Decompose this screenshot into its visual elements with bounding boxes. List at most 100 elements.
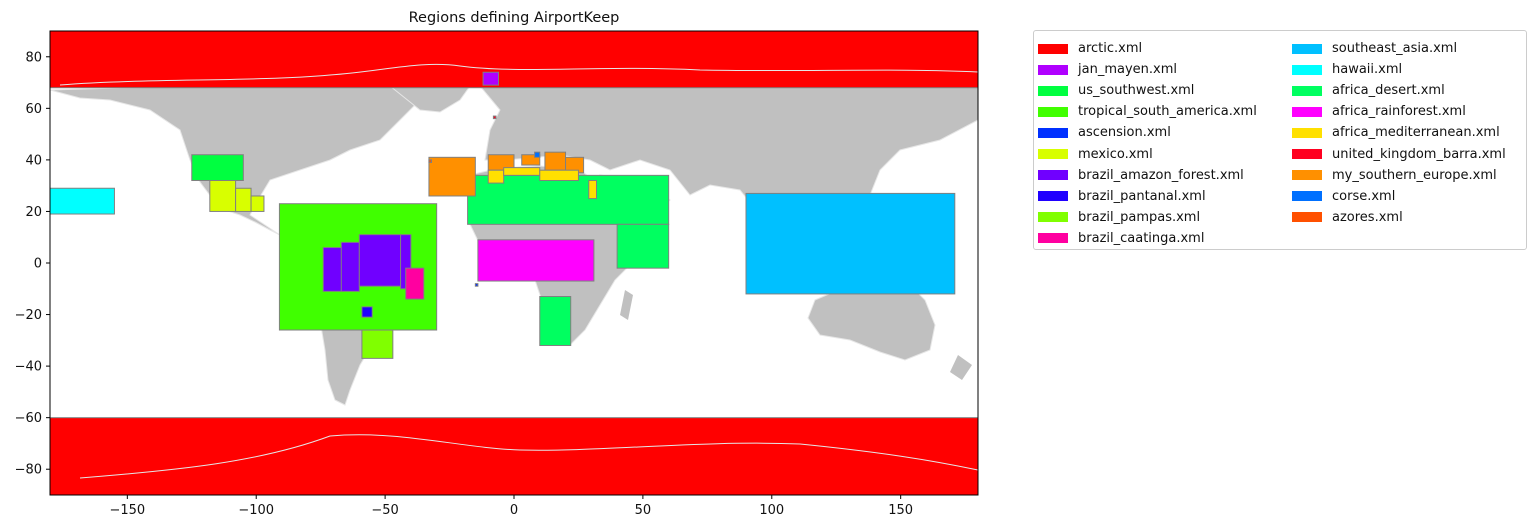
y-tick-label: 0 [34,257,42,272]
legend-swatch [1038,233,1068,244]
legend-item: united_kingdom_barra.xml [1292,144,1506,165]
y-tick-label: −80 [15,463,42,478]
legend-label: tropical_south_america.xml [1078,104,1257,120]
landmass-madagascar [620,290,633,320]
legend-label: brazil_pampas.xml [1078,209,1201,225]
legend-item: us_southwest.xml [1038,80,1194,101]
x-tick-label: −150 [109,503,145,518]
x-tick-label: 150 [888,503,913,518]
region-jan-mayen [482,71,500,86]
y-tick-label: 20 [25,205,42,220]
region-mexico [209,180,237,212]
legend-swatch [1292,64,1322,75]
legend-item: ascension.xml [1038,122,1171,143]
region-arctic [50,417,978,495]
legend-item: azores.xml [1292,207,1403,228]
x-tick-label: −100 [238,503,274,518]
legend-item: brazil_caatinga.xml [1038,228,1204,249]
x-tick-label: 0 [510,503,518,518]
legend-swatch [1292,43,1322,54]
legend-label: brazil_amazon_forest.xml [1078,167,1244,183]
legend-label: us_southwest.xml [1078,83,1195,99]
coastline-arctic [59,63,978,86]
legend-swatch [1292,149,1322,159]
legend-item: africa_mediterranean.xml [1292,122,1500,143]
legend-item: brazil_pantanal.xml [1038,186,1206,207]
y-tick-label: −40 [15,360,42,375]
legend-swatch [1038,212,1068,223]
region-my-southern-europe [544,151,567,171]
legend-label: corse.xml [1332,188,1396,204]
legend-label: arctic.xml [1078,41,1143,56]
legend-label: southeast_asia.xml [1332,41,1458,56]
legend-swatch [1038,106,1068,117]
y-axis: −80 −60 −40 −20 0 20 40 60 80 [15,50,50,478]
legend-label: africa_rainforest.xml [1332,104,1466,120]
legend-swatch [1038,191,1068,202]
legend-label: my_southern_europe.xml [1332,167,1497,183]
legend-swatch [1292,127,1322,138]
legend-label: brazil_pantanal.xml [1078,188,1206,204]
region-brazil-pampas [361,329,394,359]
regions-layer [50,31,978,495]
chart-title: Regions defining AirportKeep [409,10,620,26]
legend-label: africa_desert.xml [1332,83,1445,99]
legend-swatch [1038,170,1068,181]
region-africa-desert [616,223,670,269]
legend-swatch [1292,170,1322,181]
region-africa-mediterranean [487,169,505,184]
y-tick-label: 40 [25,153,42,168]
legend-label: united_kingdom_barra.xml [1332,146,1506,162]
region-africa-mediterranean [588,180,597,200]
legend-item: corse.xml [1292,186,1395,207]
region-africa-mediterranean [503,167,541,176]
legend-swatch [1038,149,1068,159]
y-tick-label: −20 [15,308,42,323]
region-brazil-pantanal [361,306,373,318]
legend-item: tropical_south_america.xml [1038,101,1257,122]
region-southeast-asia [745,192,956,295]
legend-item: africa_rainforest.xml [1292,101,1466,122]
legend-item: brazil_pampas.xml [1038,207,1200,228]
legend-label: hawaii.xml [1332,62,1403,78]
region-azores [428,159,433,163]
region-mexico [235,187,252,212]
legend-swatch [1292,106,1322,117]
legend-item: southeast_asia.xml [1292,38,1457,59]
legend-label: brazil_caatinga.xml [1078,230,1205,246]
region-arctic [50,31,978,89]
legend-swatch [1292,191,1322,202]
legend-label: ascension.xml [1078,125,1171,141]
legend-item: africa_desert.xml [1292,80,1445,101]
region-africa-desert [539,296,572,346]
region-united-kingdom-barra [492,115,497,120]
legend-item: arctic.xml [1038,38,1142,59]
landmass-new-zealand [950,355,972,380]
region-africa-rainforest [477,239,595,282]
legend-swatch [1292,212,1322,223]
legend-swatch [1292,85,1322,96]
legend-swatch [1038,43,1068,54]
x-tick-label: 50 [635,503,652,518]
region-my-southern-europe [521,154,541,166]
legend-swatch [1038,64,1068,75]
x-tick-label: −50 [371,503,398,518]
legend-label: mexico.xml [1078,146,1153,162]
y-tick-label: 80 [25,50,42,65]
region-us-southwest [191,154,244,182]
region-africa-mediterranean [539,169,579,182]
region-ascension [474,283,479,287]
legend-item: my_southern_europe.xml [1292,165,1497,186]
legend-item: brazil_amazon_forest.xml [1038,165,1244,186]
y-tick-label: 60 [25,102,42,117]
region-mexico [250,195,265,212]
legend-swatch [1038,85,1068,96]
coastline-antarctic [79,434,978,479]
legend-item: jan_mayen.xml [1038,59,1177,80]
y-tick-label: −60 [15,411,42,426]
legend-item: hawaii.xml [1292,59,1402,80]
x-tick-label: 100 [759,503,784,518]
region-brazil-caatinga [405,267,425,300]
